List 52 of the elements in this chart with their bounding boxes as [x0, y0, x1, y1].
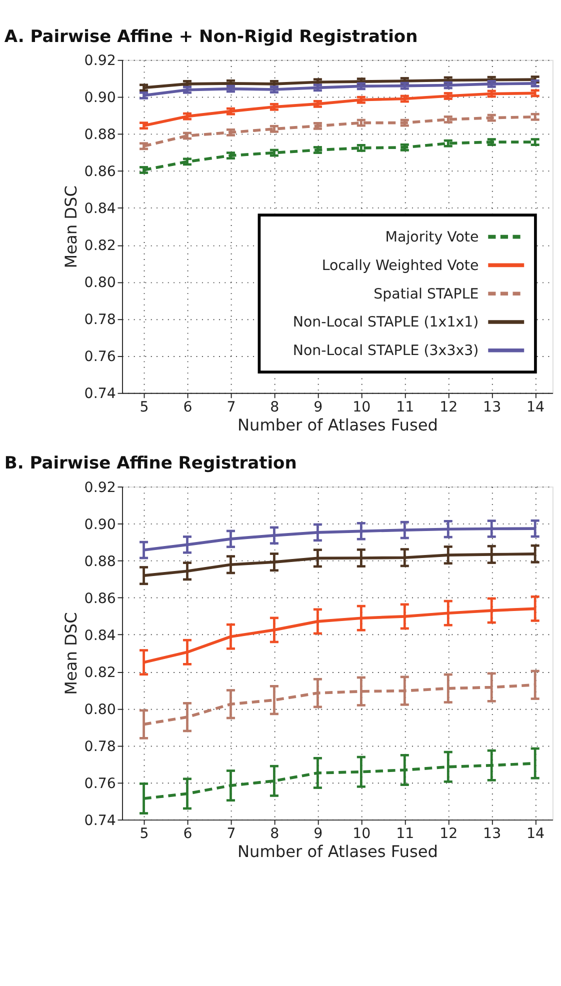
- x-tick-label: 8: [270, 399, 280, 416]
- x-tick-label: 12: [440, 826, 458, 842]
- y-tick-label: 0.88: [84, 127, 116, 144]
- x-tick-label: 10: [352, 826, 371, 842]
- x-tick-label: 10: [352, 399, 371, 416]
- x-tick-label: 9: [314, 826, 323, 842]
- legend-label: Locally Weighted Vote: [322, 258, 479, 274]
- legend-label: Spatial STAPLE: [374, 286, 479, 302]
- y-tick-label: 0.74: [84, 386, 116, 402]
- y-tick-label: 0.84: [84, 628, 116, 644]
- x-tick-label: 12: [440, 399, 458, 416]
- x-tick-label: 14: [526, 826, 545, 842]
- x-axis-title: Number of Atlases Fused: [238, 415, 438, 434]
- x-tick-label: 11: [396, 399, 414, 416]
- x-tick-label: 6: [183, 826, 192, 842]
- x-tick-label: 5: [140, 399, 149, 416]
- x-tick-label: 9: [314, 399, 323, 416]
- x-tick-label: 13: [483, 399, 502, 416]
- y-tick-label: 0.84: [84, 201, 116, 218]
- x-tick-label: 13: [483, 826, 502, 842]
- y-axis-title: Mean DSC: [62, 186, 81, 268]
- legend-label: Non-Local STAPLE (3x3x3): [292, 343, 479, 360]
- y-tick-label: 0.92: [84, 53, 116, 70]
- x-tick-label: 6: [183, 399, 192, 416]
- y-axis-title: Mean DSC: [62, 612, 81, 695]
- y-tick-label: 0.80: [84, 702, 116, 718]
- x-tick-label: 5: [140, 826, 149, 842]
- y-tick-label: 0.78: [84, 312, 116, 328]
- chart-title: B. Pairwise Affine Registration: [4, 454, 297, 474]
- y-tick-label: 0.78: [84, 738, 116, 755]
- chart-title: A. Pairwise Affine + Non-Rigid Registration: [4, 26, 418, 47]
- y-tick-label: 0.74: [84, 812, 116, 829]
- x-tick-label: 7: [226, 399, 236, 416]
- y-tick-label: 0.86: [84, 164, 116, 180]
- y-tick-label: 0.82: [84, 238, 116, 254]
- line-series: [142, 92, 537, 128]
- y-tick-label: 0.88: [84, 554, 116, 570]
- legend-label: Non-Local STAPLE (1x1x1): [292, 314, 479, 331]
- y-tick-label: 0.76: [84, 349, 116, 366]
- x-tick-label: 11: [396, 826, 414, 842]
- y-tick-label: 0.80: [84, 275, 116, 292]
- y-tick-label: 0.76: [84, 776, 116, 792]
- legend-label: Majority Vote: [385, 230, 479, 246]
- y-tick-label: 0.86: [84, 590, 116, 607]
- y-tick-label: 0.92: [84, 480, 116, 496]
- x-tick-label: 8: [270, 826, 280, 842]
- x-tick-label: 7: [226, 826, 236, 842]
- y-tick-label: 0.90: [84, 516, 116, 533]
- x-tick-label: 14: [526, 399, 545, 416]
- y-tick-label: 0.90: [84, 90, 116, 106]
- x-axis-title: Number of Atlases Fused: [238, 842, 438, 861]
- y-tick-label: 0.82: [84, 664, 116, 681]
